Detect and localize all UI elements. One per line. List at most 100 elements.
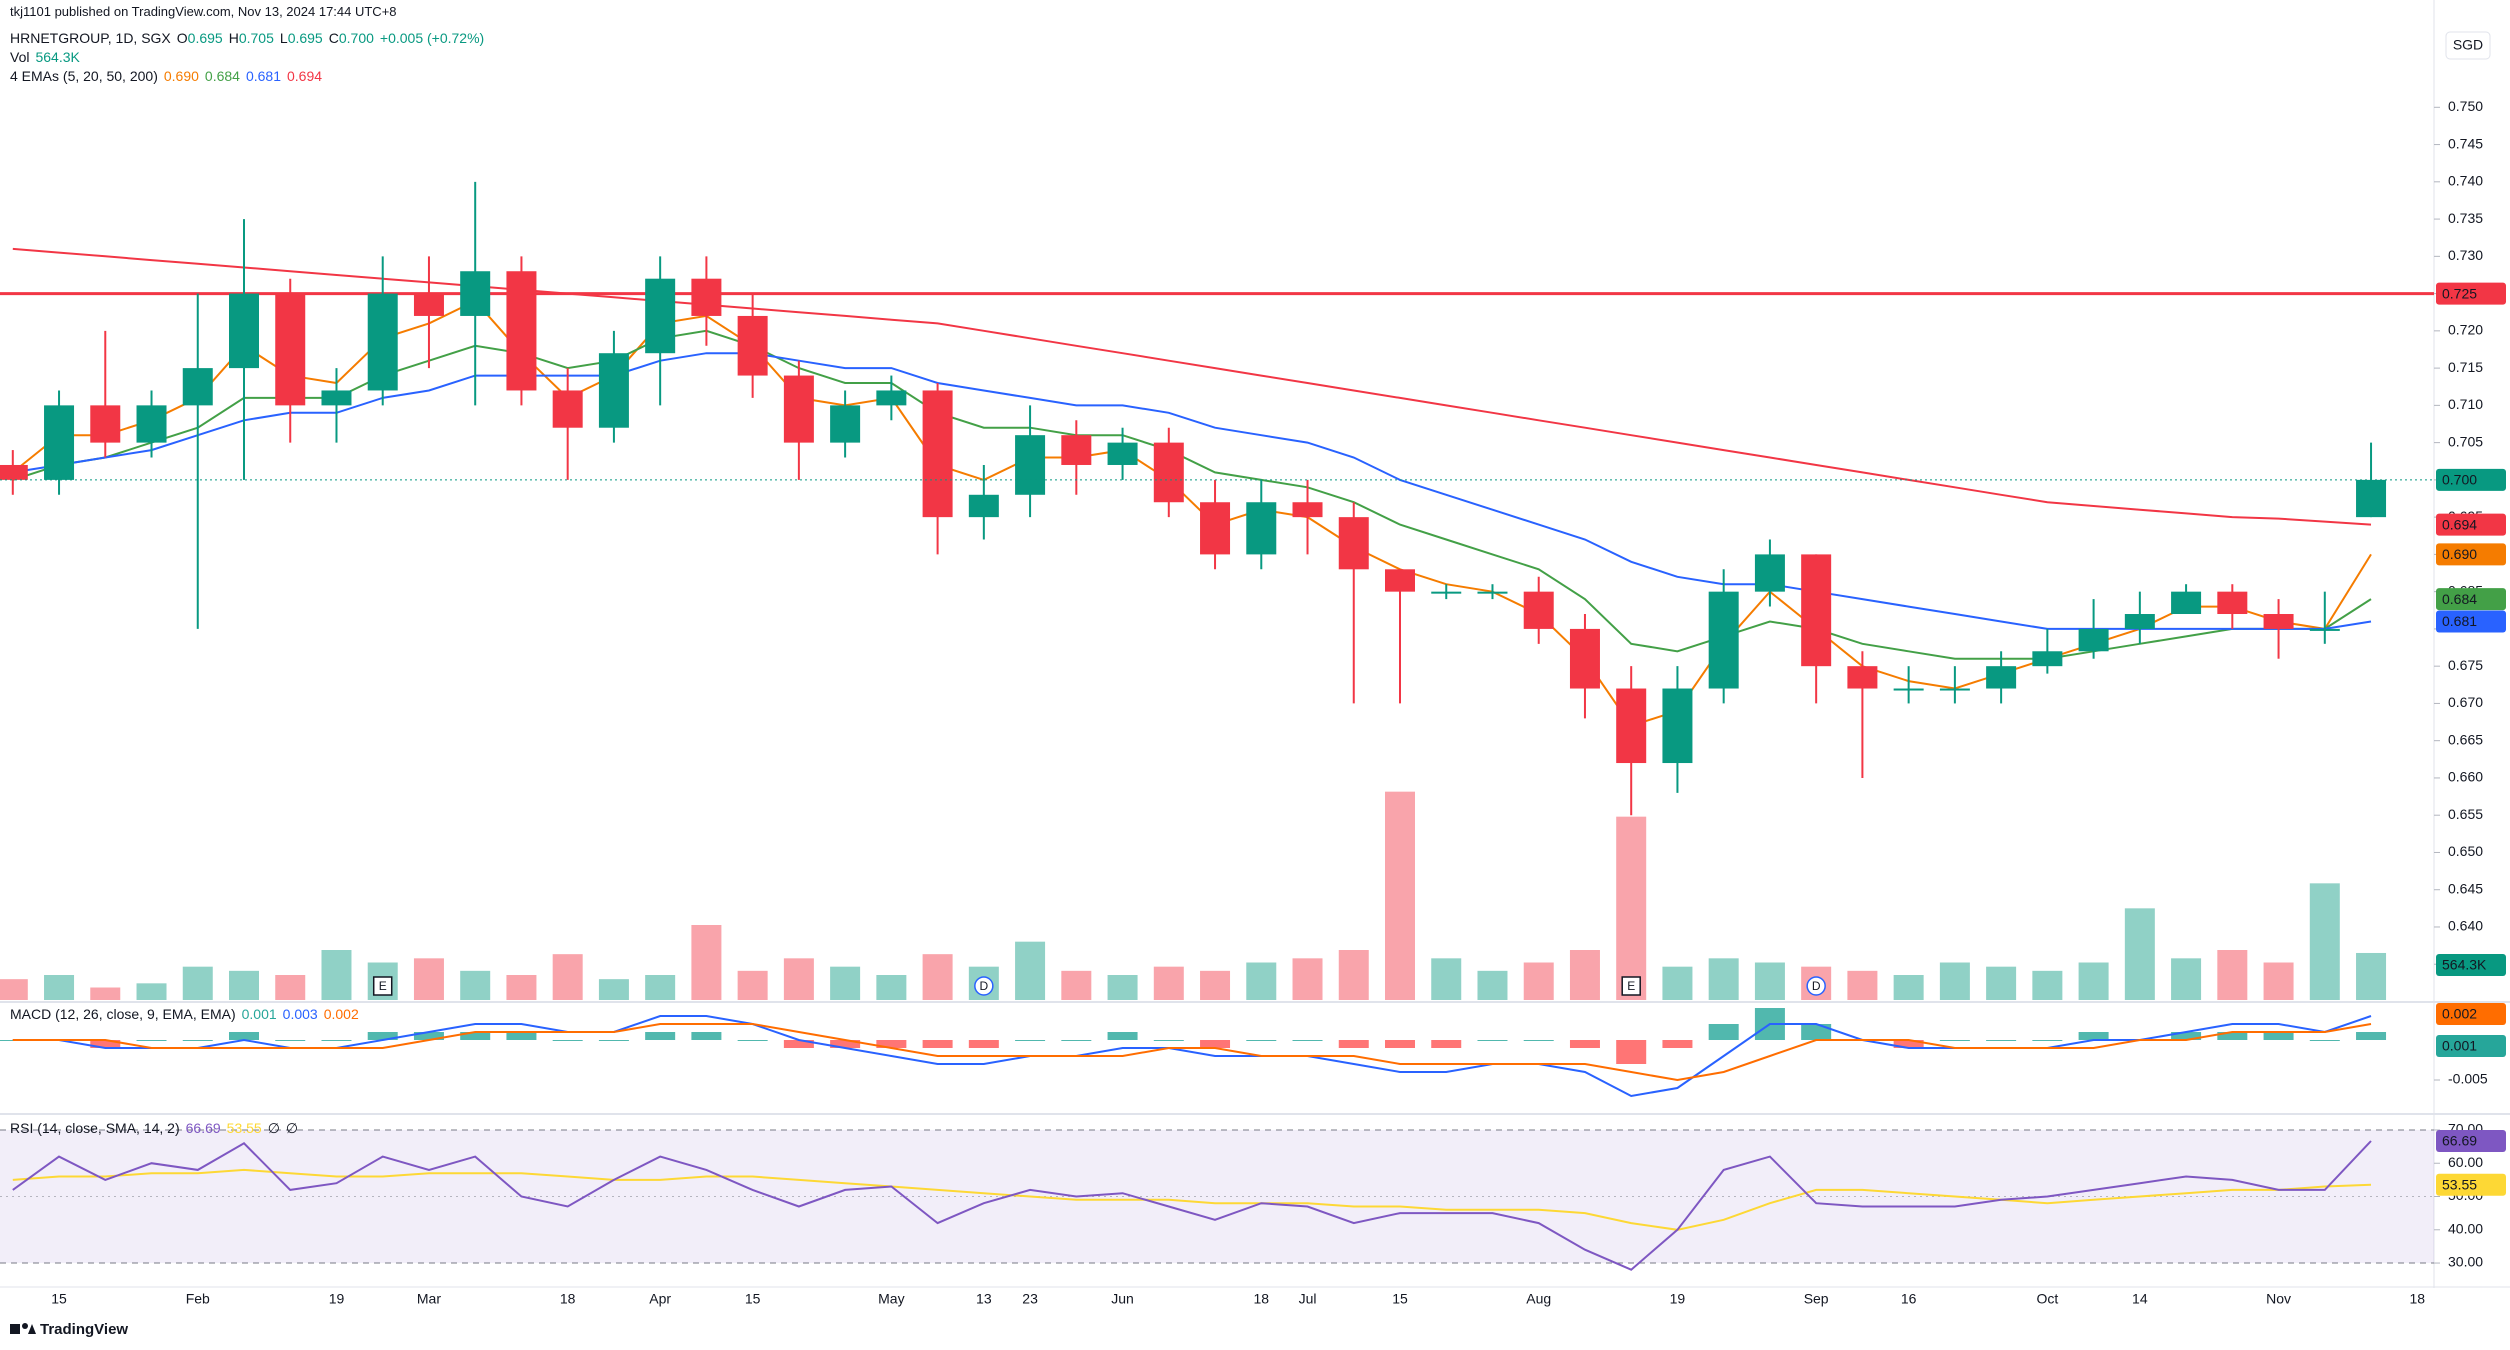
rsi-ma-line xyxy=(12,1168,2372,1231)
x-tick-label: Jun xyxy=(1111,1291,1134,1307)
candle-body xyxy=(1662,688,1693,764)
volume-bar xyxy=(1893,975,1924,1000)
hist-badge: 0.001 xyxy=(2442,1038,2477,1054)
volume-bar xyxy=(229,970,259,1000)
candle-body xyxy=(783,375,814,443)
candle-body xyxy=(1385,569,1415,592)
candle-body xyxy=(2217,591,2248,615)
last-price-badge: 0.700 xyxy=(2442,472,2477,488)
macd-histogram xyxy=(275,1040,306,1041)
rsi-badge: 66.69 xyxy=(2442,1133,2477,1149)
x-tick-label: 15 xyxy=(51,1291,67,1307)
y-tick-label: 0.640 xyxy=(2448,918,2483,934)
volume-bar xyxy=(830,966,861,1000)
ohlc-key: H xyxy=(228,30,239,46)
candle-body xyxy=(922,390,953,518)
y-tick-label: 30.00 xyxy=(2448,1254,2483,1270)
volume-name: Vol xyxy=(10,49,30,65)
rsi-extra: ∅ xyxy=(267,1120,280,1136)
rsi-ma-badge-bg xyxy=(2436,1173,2506,1196)
volume-bar xyxy=(1477,970,1508,1000)
ohlc-value: 0.695 xyxy=(187,30,223,46)
macd-histogram xyxy=(737,1040,768,1041)
ohlc-key: O xyxy=(176,30,188,46)
volume-value: 564.3K xyxy=(35,49,80,65)
ema-value: 0.684 xyxy=(204,68,240,84)
publisher: tkj1101 published on TradingView.com, No… xyxy=(10,4,397,19)
x-tick-label: 18 xyxy=(2409,1291,2425,1307)
x-tick-label: 19 xyxy=(1670,1291,1686,1307)
volume-bar xyxy=(1292,958,1323,1000)
candle-body xyxy=(1801,554,1832,667)
volume-bar xyxy=(1754,962,1785,1000)
y-tick-label: 60.00 xyxy=(2448,1154,2483,1170)
currency-box[interactable] xyxy=(2445,31,2491,60)
candle-body xyxy=(598,353,629,428)
volume-bar xyxy=(876,975,907,1000)
candle-body xyxy=(1292,502,1323,518)
volume-bar xyxy=(737,970,768,1000)
candle-body xyxy=(1015,435,1046,495)
volume-bar xyxy=(1616,816,1647,1000)
macd-value: 0.003 xyxy=(282,1006,318,1022)
volume-bar xyxy=(460,970,491,1000)
candle-body xyxy=(645,278,676,354)
macd-histogram xyxy=(1616,1040,1647,1064)
candle-body xyxy=(460,271,491,316)
macd-histogram xyxy=(1338,1040,1369,1048)
macd-histogram xyxy=(506,1032,537,1040)
macd-histogram xyxy=(229,1032,259,1040)
macd-histogram xyxy=(2032,1040,2063,1041)
volume-bar xyxy=(2356,952,2387,1000)
candle-body xyxy=(1523,591,1554,629)
candle-body xyxy=(552,390,583,428)
rsi-badge-bg xyxy=(2436,1129,2506,1152)
macd-histogram xyxy=(876,1040,907,1048)
y-tick-label: 0.645 xyxy=(2448,880,2483,896)
ema-line xyxy=(12,247,2372,526)
candle-body xyxy=(1569,628,1600,689)
candle-body xyxy=(1986,666,2017,689)
volume-bar xyxy=(1015,941,1046,1000)
y-tick-label: 0.670 xyxy=(2448,694,2483,710)
x-tick-label: 13 xyxy=(976,1291,992,1307)
macd-histogram xyxy=(1569,1040,1600,1048)
volume-bar xyxy=(922,954,953,1000)
macd-histogram xyxy=(2356,1032,2387,1040)
macd-histogram xyxy=(1431,1040,1462,1048)
y-tick-label: 0.710 xyxy=(2448,396,2483,412)
ohlc-key: C xyxy=(328,30,339,46)
macd-histogram xyxy=(367,1032,398,1040)
macd-histogram xyxy=(1015,1040,1046,1041)
macd-histogram xyxy=(1708,1024,1739,1040)
y-tick-label: 40.00 xyxy=(2448,1220,2483,1236)
candle-body xyxy=(2309,628,2340,631)
macd-histogram xyxy=(691,1032,722,1040)
macd-histogram xyxy=(2078,1032,2109,1040)
x-tick-label: Nov xyxy=(2266,1291,2291,1307)
macd-histogram xyxy=(552,1040,583,1041)
hist-value: 0.001 xyxy=(241,1006,277,1022)
candle-body xyxy=(1153,442,1184,503)
volume-bar xyxy=(1986,966,2017,1000)
x-tick-label: Aug xyxy=(1526,1291,1551,1307)
candle-body xyxy=(136,405,167,443)
candle-body xyxy=(1939,688,1970,691)
macd-histogram xyxy=(1477,1040,1508,1041)
rsi-name: RSI (14, close, SMA, 14, 2) xyxy=(10,1120,180,1136)
volume-bar xyxy=(1431,958,1462,1000)
candle-body xyxy=(1708,591,1739,689)
macd-histogram xyxy=(460,1032,491,1040)
event-marker xyxy=(974,976,994,996)
volume-bar xyxy=(783,958,814,1000)
volume-bar xyxy=(1200,970,1231,1000)
macd-histogram xyxy=(1061,1040,1092,1041)
price-legend: HRNETGROUP, 1D, SGX O0.695 H0.705 L0.695 C0.… xyxy=(10,30,490,46)
volume-bar xyxy=(1061,970,1092,1000)
candle-body xyxy=(968,494,999,518)
macd-histogram xyxy=(2171,1032,2202,1040)
y-tick-label: 0.730 xyxy=(2448,247,2483,263)
rsi-extra: ∅ xyxy=(285,1120,299,1136)
volume-bar xyxy=(413,958,444,1000)
